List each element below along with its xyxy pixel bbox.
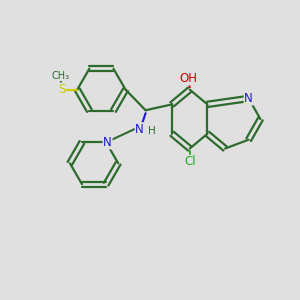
- Text: N: N: [135, 123, 144, 136]
- Text: N: N: [103, 136, 112, 149]
- Text: S: S: [58, 83, 66, 96]
- Text: CH₃: CH₃: [51, 70, 70, 80]
- Text: H: H: [148, 126, 156, 136]
- Text: Cl: Cl: [184, 155, 196, 168]
- Text: OH: OH: [179, 72, 197, 85]
- Text: N: N: [244, 92, 253, 105]
